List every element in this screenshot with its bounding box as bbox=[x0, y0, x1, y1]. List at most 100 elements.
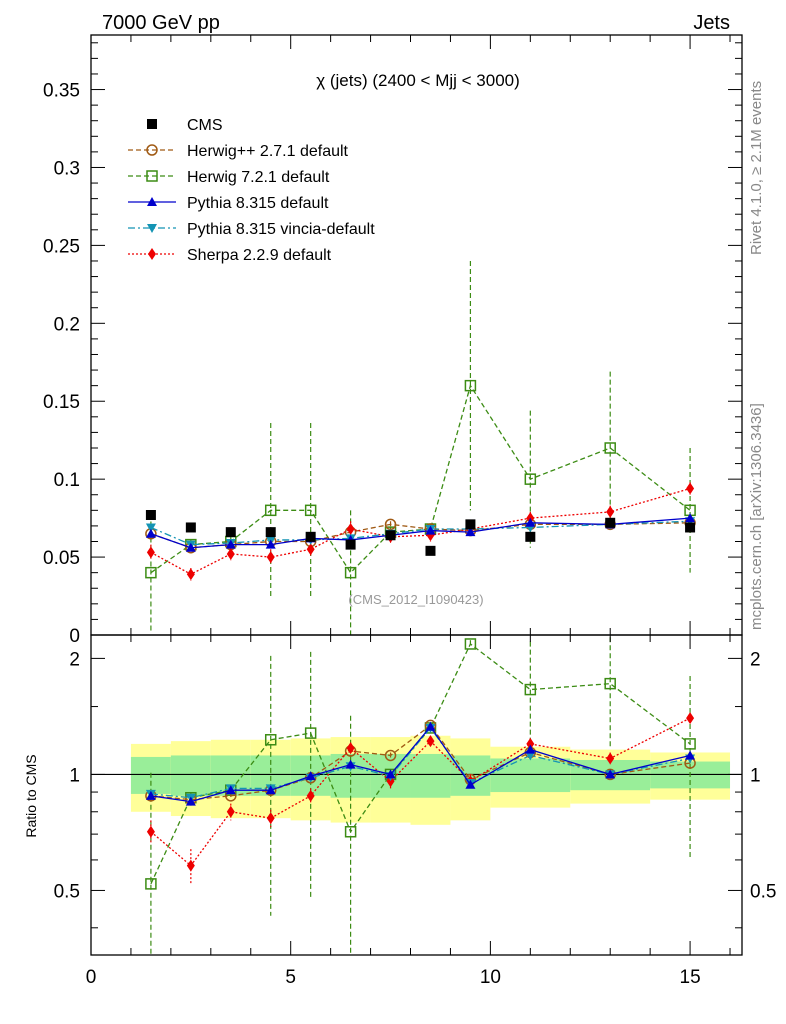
ratio-pythia-8-315-default-marker bbox=[385, 769, 396, 779]
chart-title: χ (jets) (2400 < Mjj < 3000) bbox=[316, 71, 520, 90]
ratio-sherpa-2-2-9-default-marker bbox=[346, 742, 355, 755]
legend-herwig-7-2-1-default-marker bbox=[146, 170, 158, 182]
ratio-sherpa-2-2-9-default-marker bbox=[526, 737, 535, 750]
cms-marker bbox=[685, 522, 696, 533]
sherpa-2-2-9-default-marker bbox=[266, 551, 275, 564]
ratio-y-tick-label: 0.5 bbox=[54, 881, 80, 902]
cms-marker bbox=[345, 539, 356, 550]
cms-marker bbox=[525, 531, 536, 542]
y-tick-label: 0.2 bbox=[54, 314, 80, 335]
y-tick-label: 0.1 bbox=[54, 470, 80, 491]
legend-cms-marker bbox=[147, 119, 157, 129]
rivet-version-label: Rivet 4.1.0, ≥ 2.1M events bbox=[748, 81, 765, 255]
cms-marker bbox=[605, 517, 616, 528]
herwig-2-7-1-default-marker bbox=[384, 518, 397, 531]
ratio-sherpa-2-2-9-default-marker bbox=[226, 805, 235, 818]
ratio-pythia-8-315-default-marker bbox=[225, 785, 236, 795]
pythia-8-315-default-marker bbox=[145, 528, 156, 538]
pythia-8-315-default-marker bbox=[465, 527, 476, 537]
mcplots-label: mcplots.cern.ch [arXiv:1306.3436] bbox=[748, 403, 765, 630]
ratio-pythia-8-315-default-marker bbox=[345, 759, 356, 769]
pythia-8-315-default-marker bbox=[185, 542, 196, 552]
ratio-pythia-8-315-default-line bbox=[150, 725, 691, 803]
ratio-herwig-7-2-1-default-marker bbox=[145, 878, 157, 890]
pythia-8-315-default-marker bbox=[685, 513, 696, 523]
ratio-herwig-7-2-1-default-marker bbox=[264, 734, 277, 746]
x-tick-label: 0 bbox=[86, 967, 97, 988]
herwig-7-2-1-default-marker bbox=[464, 379, 477, 392]
herwig-7-2-1-default-marker bbox=[264, 504, 277, 517]
pythia-8-315-default-line bbox=[150, 517, 691, 549]
ratio-y-tick-label-right: 0.5 bbox=[750, 881, 776, 902]
sherpa-2-2-9-default-marker bbox=[146, 546, 155, 559]
pythia-8-315-default-marker bbox=[265, 539, 276, 549]
legend-pythia-8-315-default-label: Pythia 8.315 default bbox=[187, 195, 329, 212]
sherpa-2-2-9-default-marker bbox=[226, 547, 235, 560]
sherpa-2-2-9-default-marker bbox=[686, 482, 695, 495]
ratio-y-tick-label: 1 bbox=[69, 765, 80, 786]
ratio-herwig-7-2-1-default-marker bbox=[604, 677, 616, 690]
y-tick-label: 0.25 bbox=[43, 236, 80, 257]
ratio-y-tick-label-right: 1 bbox=[750, 765, 761, 786]
cms-marker bbox=[425, 545, 436, 556]
pythia-8-315-vincia-default-marker bbox=[145, 523, 156, 533]
ratio-ylabel: Ratio to CMS bbox=[23, 754, 39, 837]
sherpa-2-2-9-default-marker bbox=[186, 568, 195, 581]
y-tick-label: 0.3 bbox=[54, 158, 80, 179]
x-tick-label: 15 bbox=[680, 967, 701, 988]
legend-herwig-2-7-1-default-label: Herwig++ 2.7.1 default bbox=[187, 143, 349, 160]
ratio-pythia-8-315-vincia-default-line bbox=[150, 726, 691, 799]
cms-marker bbox=[465, 519, 476, 530]
y-tick-label: 0.15 bbox=[43, 392, 80, 413]
ratio-sherpa-2-2-9-default-line bbox=[150, 717, 691, 867]
x-tick-label: 5 bbox=[285, 967, 296, 988]
ratio-herwig-7-2-1-default-marker bbox=[344, 825, 357, 838]
x-tick-label: 10 bbox=[480, 967, 501, 988]
ratio-frame bbox=[90, 634, 743, 956]
ratio-herwig-7-2-1-default-marker bbox=[304, 727, 317, 739]
ratio-y-tick-label-right: 2 bbox=[750, 649, 761, 670]
ratio-herwig-7-2-1-default-marker bbox=[524, 683, 537, 696]
herwig-7-2-1-default-marker bbox=[145, 566, 157, 579]
ratio-sherpa-2-2-9-default-marker bbox=[186, 859, 195, 872]
ratio-herwig-7-2-1-default-marker bbox=[684, 738, 696, 750]
cms-marker bbox=[265, 527, 276, 538]
ratio-panel: 0.5 0.5 1 1 2 2 0 5 10 15 bbox=[54, 634, 776, 988]
herwig-7-2-1-default-marker bbox=[344, 566, 357, 579]
ratio-pythia-8-315-default-marker bbox=[605, 769, 616, 779]
legend-sherpa-2-2-9-default-label: Sherpa 2.2.9 default bbox=[187, 247, 332, 264]
y-tick-label: 0.35 bbox=[43, 81, 80, 102]
uncertainty-band-inner bbox=[410, 753, 451, 798]
ratio-pythia-8-315-default-marker bbox=[265, 785, 276, 795]
ratio-pythia-8-315-default-marker bbox=[185, 796, 196, 806]
ratio-pythia-8-315-default-marker bbox=[465, 779, 476, 789]
legend-herwig-7-2-1-default-label: Herwig 7.2.1 default bbox=[187, 169, 330, 186]
cms-marker bbox=[185, 522, 196, 533]
ratio-pythia-8-315-default-marker bbox=[145, 790, 156, 800]
ratio-herwig-7-2-1-default-marker bbox=[464, 638, 477, 650]
legend-pythia-8-315-vincia-default-marker bbox=[147, 224, 157, 233]
legend-cms-label: CMS bbox=[187, 117, 223, 134]
herwig-7-2-1-default-marker bbox=[604, 442, 616, 454]
legend: CMS Herwig++ 2.7.1 default Herwig 7.2.1 de… bbox=[128, 117, 375, 264]
sherpa-2-2-9-default-marker bbox=[606, 505, 615, 518]
ratio-pythia-8-315-default-marker bbox=[525, 744, 536, 754]
ratio-sherpa-2-2-9-default-marker bbox=[426, 735, 435, 748]
herwig-7-2-1-default-marker bbox=[304, 504, 317, 517]
legend-herwig-2-7-1-default-marker bbox=[146, 144, 158, 156]
cms-marker bbox=[145, 510, 156, 520]
legend-pythia-8-315-vincia-default-label: Pythia 8.315 vincia-default bbox=[187, 221, 375, 238]
ratio-herwig-2-7-1-default-line bbox=[150, 724, 691, 801]
y-tick-label: 0.05 bbox=[43, 548, 80, 569]
cms-marker bbox=[385, 530, 396, 541]
ratio-sherpa-2-2-9-default-marker bbox=[306, 789, 315, 802]
uncertainty-band-inner bbox=[170, 755, 211, 796]
ratio-sherpa-2-2-9-default-marker bbox=[686, 712, 695, 725]
ratio-sherpa-2-2-9-default-marker bbox=[146, 825, 155, 838]
pythia-8-315-default-marker bbox=[225, 539, 236, 549]
ratio-pythia-8-315-default-marker bbox=[425, 721, 436, 731]
pythia-8-315-default-marker bbox=[525, 517, 536, 527]
ratio-pythia-8-315-default-marker bbox=[305, 771, 316, 781]
legend-pythia-8-315-default-marker bbox=[147, 197, 157, 206]
